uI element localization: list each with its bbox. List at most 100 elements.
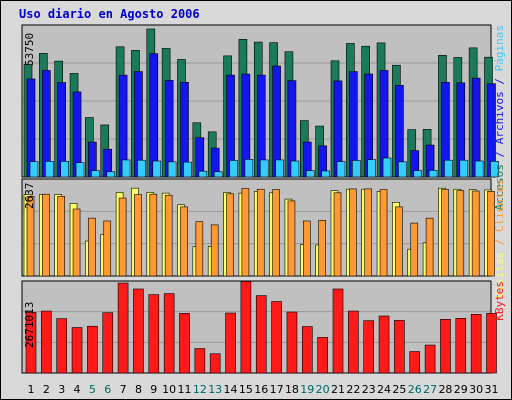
day-label-17: 17 — [270, 383, 284, 396]
bar-clientes-day-25 — [395, 206, 403, 277]
bar-kbytes-day-9 — [148, 294, 160, 374]
bar-clientes-day-1 — [26, 195, 35, 277]
day-axis: 1 2 3 4 5 6 7 8 9 10 11 12 13 14 15 16 17 18 19 20 21 22 23 24 2… — [28, 383, 499, 396]
bar-kbytes-day-23 — [363, 320, 375, 374]
visits-legend: Visitas / Clientes — [493, 179, 506, 298]
bar-pginas-day-3 — [60, 161, 70, 178]
day-label-3: 3 — [58, 383, 65, 396]
day-label-9: 9 — [150, 383, 157, 396]
bar-clientes-day-24 — [379, 189, 388, 277]
hits-panel — [21, 24, 499, 178]
day-label-8: 8 — [135, 383, 142, 396]
day-label-16: 16 — [254, 383, 268, 396]
bar-pginas-day-7 — [121, 159, 131, 178]
bar-kbytes-day-19 — [301, 326, 313, 374]
day-label-21: 21 — [331, 383, 345, 396]
legend-sep-3: / — [493, 239, 506, 246]
legend-accesos: Accesos — [493, 164, 506, 210]
bar-kbytes-day-28 — [440, 318, 451, 374]
bar-pginas-day-31 — [490, 161, 499, 178]
bar-clientes-day-17 — [272, 189, 280, 277]
bar-kbytes-day-4 — [71, 327, 83, 374]
bar-kbytes-day-27 — [424, 344, 436, 374]
day-label-28: 28 — [438, 383, 452, 396]
bar-kbytes-day-13 — [209, 353, 221, 374]
visits-max-label: 2637 — [23, 183, 36, 210]
day-label-20: 20 — [316, 383, 330, 396]
bar-kbytes-day-29 — [455, 318, 467, 374]
bar-kbytes-day-18 — [286, 311, 298, 374]
bar-pginas-day-27 — [428, 170, 438, 178]
bar-pginas-day-5 — [91, 170, 100, 178]
day-label-23: 23 — [362, 383, 376, 396]
bar-kbytes-day-2 — [41, 310, 52, 374]
chart-title: Uso diario en Agosto 2006 — [19, 7, 200, 21]
bar-clientes-day-16 — [256, 188, 265, 277]
bar-kbytes-day-25 — [394, 319, 405, 374]
bar-clientes-day-12 — [195, 221, 204, 277]
bar-clientes-day-3 — [57, 195, 66, 277]
bar-kbytes-day-15 — [240, 281, 252, 374]
bar-clientes-day-15 — [241, 188, 250, 277]
bar-pginas-day-15 — [244, 159, 254, 178]
bar-kbytes-day-5 — [87, 325, 98, 374]
bar-kbytes-day-3 — [56, 318, 68, 374]
bar-pginas-day-11 — [183, 161, 192, 178]
bar-kbytes-day-17 — [271, 301, 282, 374]
kbytes-legend: KBytes — [493, 281, 506, 321]
bar-pginas-day-17 — [275, 159, 284, 178]
bar-clientes-day-14 — [226, 193, 234, 277]
day-label-31: 31 — [485, 383, 499, 396]
bar-clientes-day-28 — [441, 188, 449, 277]
bar-pginas-day-20 — [321, 170, 330, 178]
day-label-24: 24 — [377, 383, 391, 396]
bar-kbytes-day-14 — [225, 312, 236, 374]
bar-pginas-day-2 — [45, 161, 54, 178]
bar-kbytes-day-24 — [378, 315, 390, 374]
bar-clientes-day-8 — [134, 194, 142, 277]
bar-kbytes-day-21 — [332, 288, 344, 374]
bar-clientes-day-2 — [42, 193, 50, 277]
bar-clientes-day-30 — [471, 190, 480, 277]
bar-clientes-day-27 — [425, 217, 434, 277]
day-label-4: 4 — [74, 383, 81, 396]
bar-clientes-day-4 — [72, 208, 81, 277]
bar-clientes-day-26 — [410, 222, 419, 277]
bar-pginas-day-26 — [413, 170, 423, 178]
bar-pginas-day-12 — [198, 170, 208, 178]
bar-pginas-day-10 — [167, 161, 177, 178]
bar-kbytes-day-10 — [163, 293, 175, 374]
hits-legend: Accesos / Archivos / Páginas — [493, 25, 506, 210]
day-label-13: 13 — [208, 383, 222, 396]
bar-clientes-day-5 — [88, 217, 96, 277]
day-label-5: 5 — [89, 383, 96, 396]
bar-kbytes-day-1 — [25, 312, 37, 374]
bar-kbytes-day-6 — [102, 312, 114, 374]
bar-pginas-day-13 — [213, 171, 223, 178]
bar-kbytes-day-30 — [470, 314, 482, 374]
bar-kbytes-day-16 — [255, 295, 267, 374]
bar-pginas-day-29 — [459, 159, 469, 178]
legend-sep-2: / — [493, 78, 506, 85]
bar-clientes-day-19 — [302, 220, 311, 277]
day-label-14: 14 — [224, 383, 238, 396]
day-label-1: 1 — [28, 383, 35, 396]
bar-clientes-day-18 — [287, 200, 296, 277]
visits-panel — [21, 178, 495, 277]
bar-clientes-day-22 — [349, 188, 357, 277]
bar-clientes-day-23 — [364, 188, 373, 277]
bar-pginas-day-6 — [106, 171, 116, 178]
day-label-18: 18 — [285, 383, 299, 396]
bar-pginas-day-1 — [29, 161, 39, 178]
bar-kbytes-day-20 — [317, 337, 328, 374]
bar-clientes-day-10 — [164, 194, 173, 277]
bar-pginas-day-21 — [336, 161, 346, 178]
bar-clientes-day-21 — [333, 192, 342, 277]
bar-pginas-day-8 — [137, 159, 146, 178]
bar-kbytes-day-7 — [117, 282, 129, 374]
day-label-25: 25 — [392, 383, 406, 396]
bar-pginas-day-28 — [444, 159, 453, 178]
bar-pginas-day-30 — [474, 160, 484, 178]
bar-archivos-day-9 — [149, 53, 159, 178]
